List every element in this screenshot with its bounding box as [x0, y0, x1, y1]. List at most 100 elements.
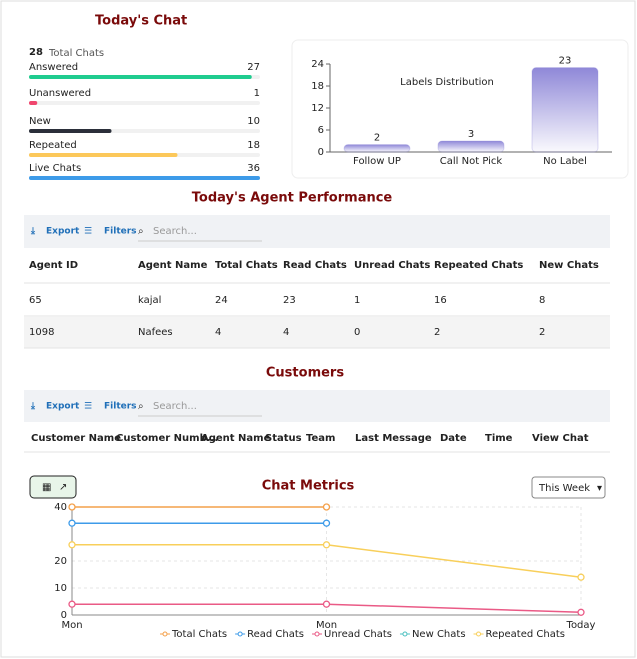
cell: 1 [354, 295, 360, 306]
cell: 2 [539, 327, 545, 338]
cell: 23 [283, 295, 296, 306]
legend-dot [162, 631, 168, 637]
filter-icon: ☰ [84, 227, 92, 237]
legend-label: New Chats [412, 629, 466, 640]
stat-bar [29, 129, 112, 133]
column-header: Total Chats [215, 260, 278, 271]
column-header: Last Message [355, 433, 432, 444]
y-tick-label: 0 [318, 147, 324, 158]
stat-bar [29, 101, 38, 105]
stat-bar [29, 153, 178, 157]
stat-label: Unanswered [29, 88, 91, 99]
range-select[interactable] [531, 476, 606, 499]
section-title: Customers [266, 366, 344, 381]
search-icon: ⌕ [138, 226, 144, 237]
y-tick-label: 10 [54, 583, 67, 594]
column-header: Repeated Chats [434, 260, 523, 271]
stat-label: Live Chats [29, 163, 81, 174]
column-header: Time [485, 433, 513, 444]
legend-dot [314, 631, 320, 637]
column-header: New Chats [539, 260, 599, 271]
customer-toolbar [24, 390, 610, 422]
search-icon: ⌕ [138, 401, 144, 412]
column-header: Customer Numb... [116, 433, 218, 444]
column-header: View Chat [532, 433, 589, 444]
y-tick-label: 18 [311, 81, 324, 92]
cell: 4 [215, 327, 221, 338]
legend-label: Repeated Chats [486, 629, 565, 640]
cell: 65 [29, 295, 42, 306]
y-tick-label: 6 [318, 125, 324, 136]
stat-value: 18 [247, 140, 260, 151]
cell: 1098 [29, 327, 54, 338]
legend-label: Total Chats [171, 629, 227, 640]
point [322, 519, 331, 527]
x-tick-label: No Label [543, 156, 587, 167]
cell: 4 [283, 327, 289, 338]
cell: 0 [354, 327, 360, 338]
x-tick-label: Today [566, 620, 596, 631]
stat-value: 36 [247, 163, 260, 174]
export-icon: ⤓ [30, 227, 36, 237]
cell: 24 [215, 295, 228, 306]
cell: kajal [138, 295, 161, 306]
cell: 16 [434, 295, 447, 306]
x-tick-label: Mon [316, 620, 337, 631]
agent-toolbar [24, 215, 610, 248]
section-title: Today's Agent Performance [192, 191, 393, 206]
stat-bar [29, 176, 260, 180]
table-icon[interactable]: ▦ [42, 482, 51, 493]
filters-button[interactable]: Filters [104, 227, 137, 237]
search-input[interactable]: Search... [153, 226, 197, 237]
value-label: 23 [559, 56, 572, 67]
point [577, 608, 585, 616]
stat-value: 10 [247, 116, 260, 127]
legend-label: Read Chats [247, 629, 304, 640]
export-button[interactable]: Export [46, 227, 80, 237]
stat-bar [29, 75, 252, 79]
y-tick-label: 20 [54, 556, 67, 567]
stat-value: 27 [247, 62, 260, 73]
x-tick-label: Mon [61, 620, 82, 631]
point [322, 503, 331, 511]
cell: 8 [539, 295, 545, 306]
export-icon: ⤓ [30, 402, 36, 412]
cell: 2 [434, 327, 440, 338]
point [322, 541, 331, 549]
value-label: 2 [374, 133, 380, 144]
column-header: Agent Name [201, 433, 271, 444]
legend-dot [402, 631, 408, 637]
stat-track [29, 101, 260, 105]
legend-dot [237, 631, 243, 637]
filters-button[interactable]: Filters [104, 402, 137, 412]
column-header: Agent Name [138, 260, 208, 271]
chart-icon[interactable]: ↗ [59, 482, 67, 493]
chart-title: Chat Metrics [262, 479, 355, 494]
point [68, 600, 76, 608]
filter-icon: ☰ [84, 402, 92, 412]
y-tick-label: 0 [61, 610, 67, 621]
point [322, 600, 331, 608]
point [68, 503, 76, 511]
export-button[interactable]: Export [46, 402, 80, 412]
legend-label: Unread Chats [324, 629, 392, 640]
chart-title: Labels Distribution [400, 77, 494, 88]
point [577, 573, 585, 581]
view-toggle[interactable] [29, 475, 77, 499]
bar [343, 144, 411, 153]
range-select-text[interactable]: This Week [538, 483, 590, 494]
column-header: Read Chats [283, 260, 347, 271]
column-header: Date [440, 433, 467, 444]
y-tick-label: 40 [54, 502, 67, 513]
bar [531, 67, 599, 153]
stat-label: New [29, 116, 51, 127]
section-title: Today's Chat [95, 14, 187, 29]
legend-dot [476, 631, 482, 637]
search-input[interactable]: Search... [153, 401, 197, 412]
column-header: Unread Chats [354, 260, 430, 271]
value-label: 3 [468, 129, 474, 140]
column-header: Customer Name [31, 433, 121, 444]
column-header: Status [265, 433, 302, 444]
x-tick-label: Follow UP [353, 156, 401, 167]
